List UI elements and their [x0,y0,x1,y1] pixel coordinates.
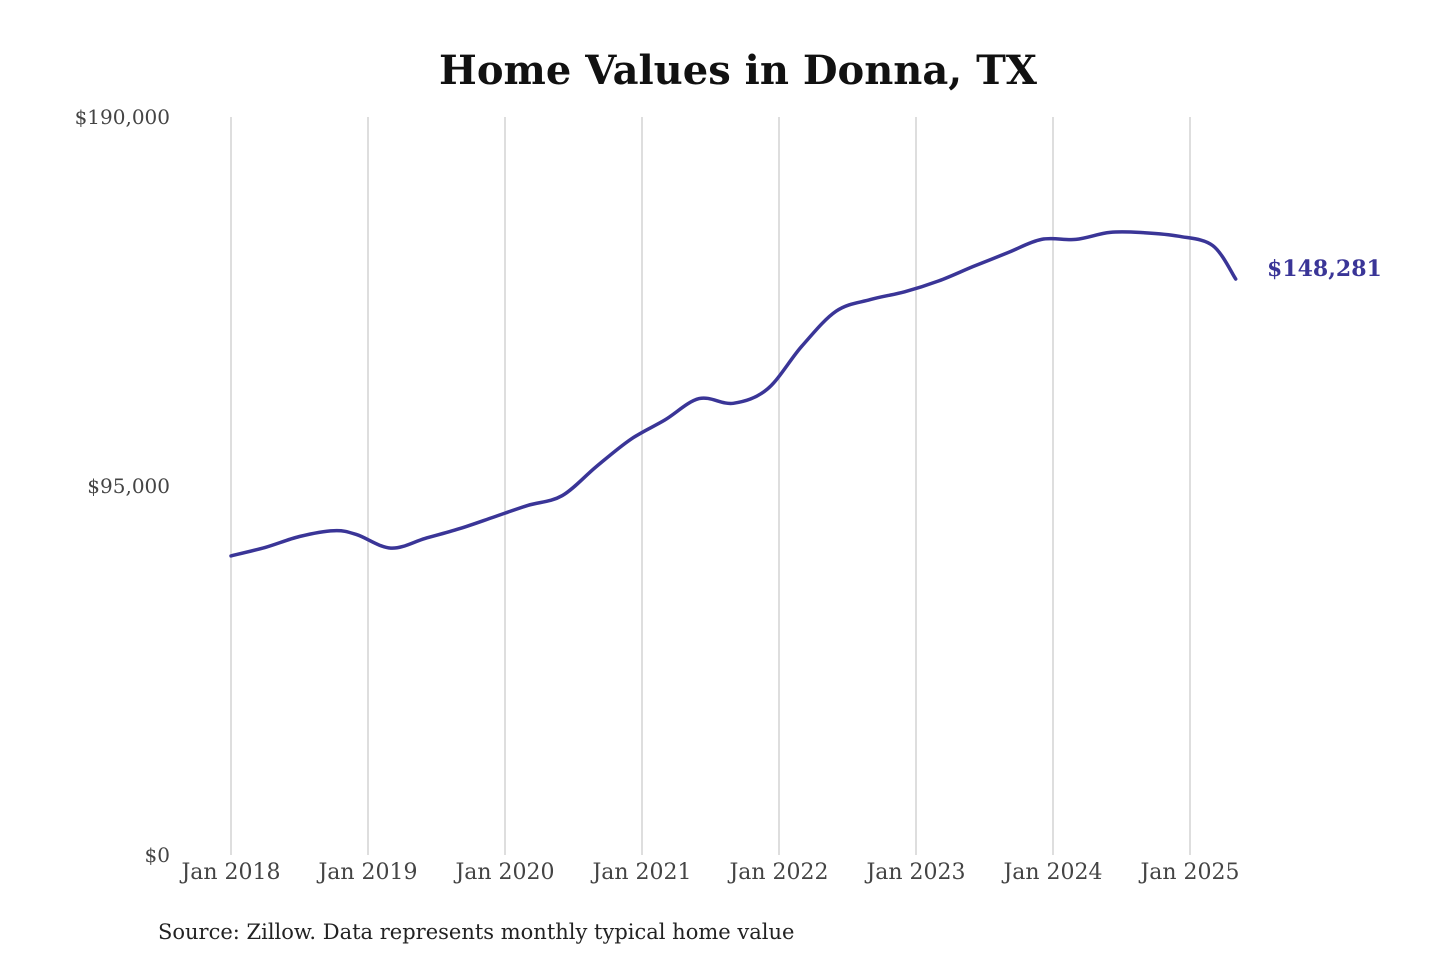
x-axis-ticks: Jan 2018 Jan 2019 Jan 2020 Jan 2021 Jan 2022… [179,860,1239,885]
home-value-line [229,230,1238,558]
y-axis-ticks: $0 $95,000 $190,000 [75,105,170,867]
x-tick-label: Jan 2020 [453,860,554,885]
y-tick-label: $0 [145,843,170,867]
x-tick-label: Jan 2019 [316,860,417,885]
end-value-label: $148,281 [1267,256,1382,282]
x-tick-label: Jan 2021 [590,860,691,885]
y-tick-label: $190,000 [75,105,170,129]
x-tick-label: Jan 2025 [1138,860,1239,885]
series-layer [229,230,1238,558]
chart-title: Home Values in Donna, TX [439,47,1037,94]
x-tick-label: Jan 2023 [864,860,965,885]
x-tick-label: Jan 2024 [1001,860,1102,885]
y-tick-label: $95,000 [87,474,170,498]
x-tick-label: Jan 2022 [727,860,828,885]
source-note: Source: Zillow. Data represents monthly … [158,920,794,944]
x-tick-label: Jan 2018 [179,860,280,885]
grid-lines [230,117,1191,855]
